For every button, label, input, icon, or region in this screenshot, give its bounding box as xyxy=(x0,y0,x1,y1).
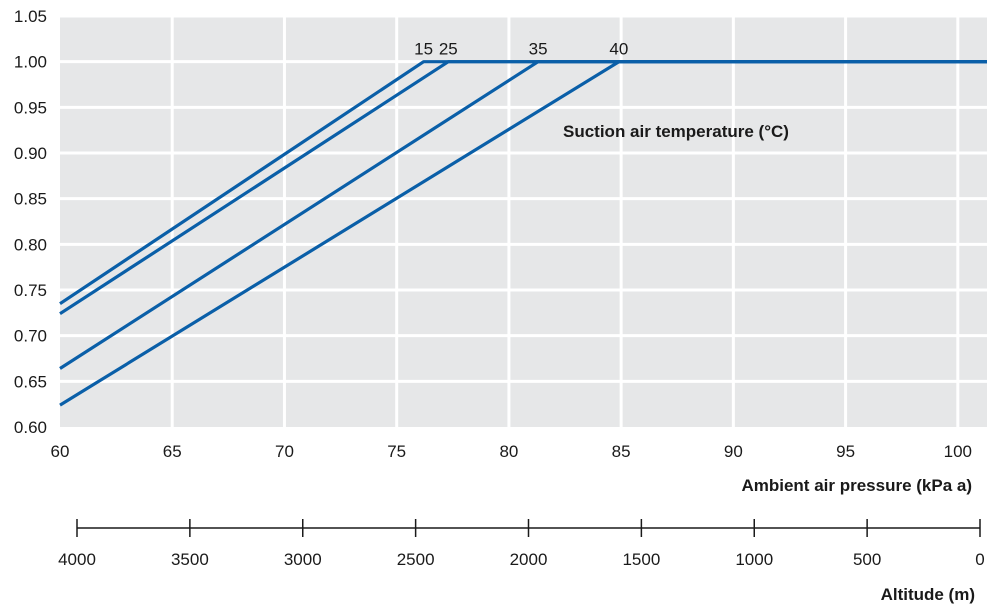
x-tick-label: 80 xyxy=(499,442,518,461)
x-tick-label: 95 xyxy=(836,442,855,461)
x-tick-label: 100 xyxy=(944,442,972,461)
series-label-15: 15 xyxy=(414,40,433,59)
x-tick-label: 70 xyxy=(275,442,294,461)
altitude-tick-label: 1000 xyxy=(735,550,773,569)
grid-lines xyxy=(60,14,987,427)
altitude-axis: 4000 3500 3000 2500 2000 1500 1000 500 0 xyxy=(58,519,985,569)
altitude-tick-label: 4000 xyxy=(58,550,96,569)
x-tick-label: 65 xyxy=(163,442,182,461)
y-tick-label: 0.75 xyxy=(14,281,47,300)
x-tick-label: 90 xyxy=(724,442,743,461)
altitude-tick-label: 2500 xyxy=(397,550,435,569)
altitude-axis-title: Altitude (m) xyxy=(881,585,975,604)
x-tick-labels: 60 65 70 75 80 85 90 95 100 xyxy=(51,442,972,461)
altitude-tick-label: 0 xyxy=(975,550,984,569)
suction-temperature-annotation: Suction air temperature (°C) xyxy=(563,122,789,141)
y-tick-label: 0.60 xyxy=(14,418,47,437)
y-tick-label: 0.80 xyxy=(14,235,47,254)
series-label-40: 40 xyxy=(609,40,628,59)
x-tick-label: 60 xyxy=(51,442,70,461)
y-tick-labels: 0.60 0.65 0.70 0.75 0.80 0.85 0.90 0.95 1.00 1.05 xyxy=(14,7,47,437)
y-tick-label: 0.65 xyxy=(14,372,47,391)
x-tick-label: 85 xyxy=(612,442,631,461)
series-labels: 15 25 35 40 xyxy=(414,40,628,59)
y-tick-label: 0.95 xyxy=(14,98,47,117)
y-tick-label: 0.90 xyxy=(14,144,47,163)
altitude-tick-label: 500 xyxy=(853,550,881,569)
altitude-tick-label: 2000 xyxy=(510,550,548,569)
altitude-tick-label: 1500 xyxy=(622,550,660,569)
series-line-40 xyxy=(59,60,987,407)
series-label-35: 35 xyxy=(529,40,548,59)
y-tick-label: 1.00 xyxy=(14,53,47,72)
plot-area xyxy=(60,16,987,427)
y-tick-label: 0.70 xyxy=(14,327,47,346)
x-axis-title: Ambient air pressure (kPa a) xyxy=(741,476,972,495)
y-tick-label: 1.05 xyxy=(14,7,47,26)
x-tick-label: 75 xyxy=(387,442,406,461)
altitude-tick-label: 3500 xyxy=(171,550,209,569)
y-tick-label: 0.85 xyxy=(14,190,47,209)
altitude-tick-label: 3000 xyxy=(284,550,322,569)
series-label-25: 25 xyxy=(439,40,458,59)
series-lines xyxy=(59,60,987,407)
